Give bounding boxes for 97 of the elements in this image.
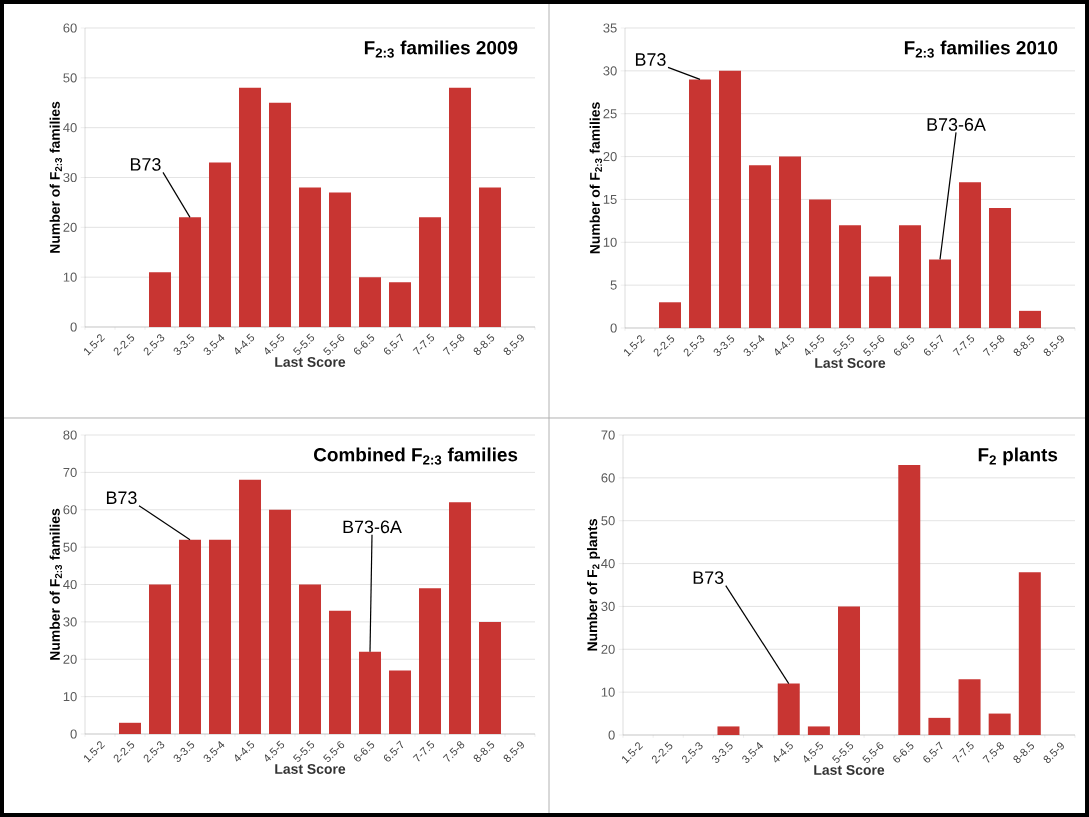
bar [929,259,952,328]
y-axis-title: Number of F$_{2:3}$ families [49,508,62,660]
y-tick-label: 5 [610,280,617,290]
y-tick-label: 60 [63,505,77,515]
bar [479,621,501,734]
bar [777,683,800,735]
bar [1019,310,1042,328]
x-axis-title: Last Score [814,765,885,775]
y-tick-label: 70 [601,430,615,440]
y-tick-label: 40 [601,558,615,569]
annotation: B73 [106,491,137,505]
y-tick-label: 80 [63,430,77,440]
annotation: B73 [635,53,666,66]
y-tick-label: 10 [63,692,77,702]
y-tick-label: 60 [63,23,77,33]
bar [898,465,921,735]
bar [928,717,951,735]
bar [869,276,892,328]
bar [149,272,171,327]
bar [329,192,351,327]
bar [779,156,802,328]
bar [359,277,381,327]
bar [838,606,861,735]
bar [989,208,1012,328]
bar [807,726,830,735]
y-tick-label: 50 [63,73,77,83]
bar [479,187,501,327]
bar [958,679,981,735]
bar [659,302,682,328]
y-tick-label: 20 [603,151,617,162]
y-tick-label: 60 [601,473,615,483]
text: F$_{2:3}$ families 2010 [904,40,1058,58]
x-axis-title: Last Score [815,358,886,368]
y-tick-label: 20 [63,654,77,664]
text: Combined F$_{2:3}$ families [314,447,518,465]
y-tick-label: 50 [601,516,615,526]
bar [389,670,411,734]
bar [239,479,261,734]
bar [149,584,171,734]
y-axis-title: Number of F$_{2}$ plants [586,519,600,651]
y-tick-label: 15 [603,194,617,204]
y-tick-label: 50 [63,542,77,552]
y-tick-label: 40 [63,123,77,133]
y-tick-label: 10 [603,237,617,247]
bar [809,199,832,328]
y-tick-label: 30 [603,66,617,76]
bar [689,79,712,328]
bar [1018,572,1041,735]
annotation: B73-6A [927,118,986,131]
y-tick-label: 0 [608,730,615,740]
bar [719,70,742,328]
text: F$_{2:3}$ families 2009 [364,40,518,58]
y-tick-label: 10 [63,272,77,282]
y-tick-label: 40 [63,579,77,590]
bar [749,165,772,328]
y-tick-label: 20 [63,222,77,232]
bar [449,87,471,327]
bar [209,162,231,327]
annotation: B73 [130,158,161,171]
annotation: B73-6A [343,520,402,534]
y-tick-label: 10 [601,687,615,697]
bar [209,539,231,734]
text: F$_{2}$ plants [978,447,1058,466]
bar [959,182,982,328]
bar [359,651,381,734]
bar [299,584,321,734]
bar [179,217,201,327]
bar [239,87,261,327]
y-axis-title: Number of F$_{2:3}$ families [49,101,62,253]
y-tick-label: 35 [603,23,617,33]
x-axis-title: Last Score [275,764,346,774]
bar [449,502,471,734]
bar [419,217,441,327]
bar [329,610,351,734]
bar [269,509,291,734]
y-tick-label: 70 [63,467,77,477]
y-tick-label: 30 [63,172,77,183]
bar [389,282,411,327]
annotation: B73 [693,571,724,584]
bar [839,225,862,328]
bar [899,225,922,328]
bar [717,726,740,735]
y-tick-label: 0 [70,322,77,332]
bar [179,539,201,734]
x-axis-title: Last Score [275,357,346,367]
y-axis-title: Number of F$_{2:3}$ families [589,102,602,254]
bar [419,588,441,734]
bar [299,187,321,327]
bar [119,722,141,734]
y-tick-label: 0 [70,729,77,739]
bar [988,713,1011,735]
y-tick-label: 25 [603,109,617,119]
bar [269,102,291,327]
y-tick-label: 20 [601,644,615,654]
y-tick-label: 30 [601,601,615,612]
y-tick-label: 0 [610,323,617,333]
y-tick-label: 30 [63,617,77,627]
